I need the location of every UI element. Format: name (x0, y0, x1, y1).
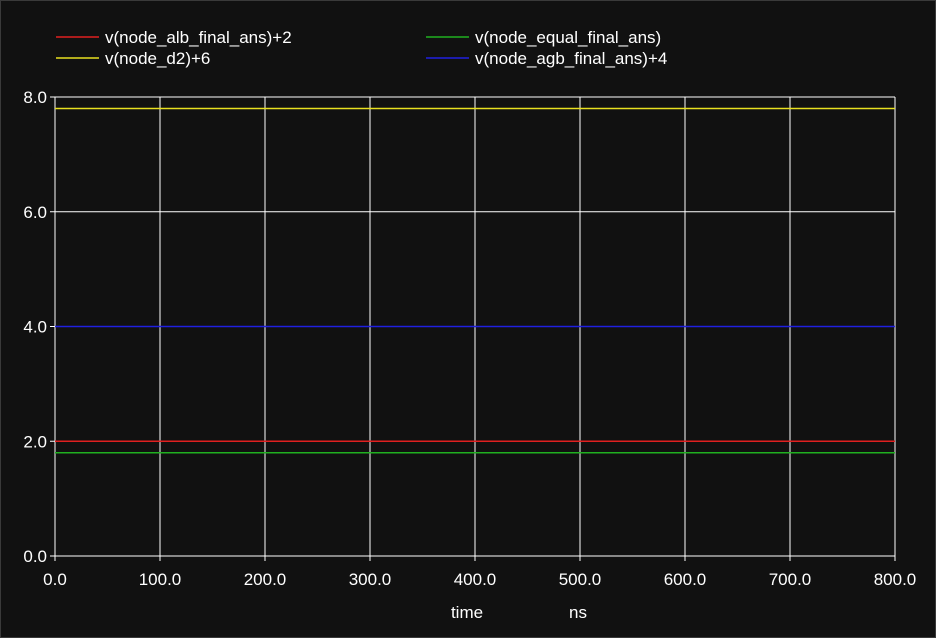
y-tick-label: 4.0 (23, 318, 47, 337)
x-tick-label: 100.0 (139, 570, 182, 589)
x-tick-label: 700.0 (769, 570, 812, 589)
legend-label-agb: v(node_agb_final_ans)+4 (475, 49, 667, 68)
x-tick-label: 200.0 (244, 570, 287, 589)
y-tick-label: 0.0 (23, 547, 47, 566)
x-axis-unit: ns (569, 603, 587, 622)
legend-label-alb: v(node_alb_final_ans)+2 (105, 28, 292, 47)
x-tick-label: 300.0 (349, 570, 392, 589)
x-tick-label: 500.0 (559, 570, 602, 589)
y-tick-label: 8.0 (23, 88, 47, 107)
y-tick-label: 6.0 (23, 203, 47, 222)
series-lines (55, 107, 895, 454)
legend-label-equal: v(node_equal_final_ans) (475, 28, 661, 47)
legend-label-d2: v(node_d2)+6 (105, 49, 210, 68)
x-axis-title: time (451, 603, 483, 622)
x-axis-ticks: 0.0 100.0 200.0 300.0 400.0 500.0 600.0 700.0 80… (43, 556, 916, 589)
x-tick-label: 400.0 (454, 570, 497, 589)
y-tick-label: 2.0 (23, 432, 47, 451)
legend: v(node_alb_final_ans)+2 v(node_equal_fin… (56, 28, 667, 68)
x-tick-label: 0.0 (43, 570, 67, 589)
x-tick-label: 600.0 (664, 570, 707, 589)
x-tick-label: 800.0 (874, 570, 917, 589)
y-axis-ticks: 0.0 2.0 4.0 6.0 8.0 (23, 88, 55, 566)
